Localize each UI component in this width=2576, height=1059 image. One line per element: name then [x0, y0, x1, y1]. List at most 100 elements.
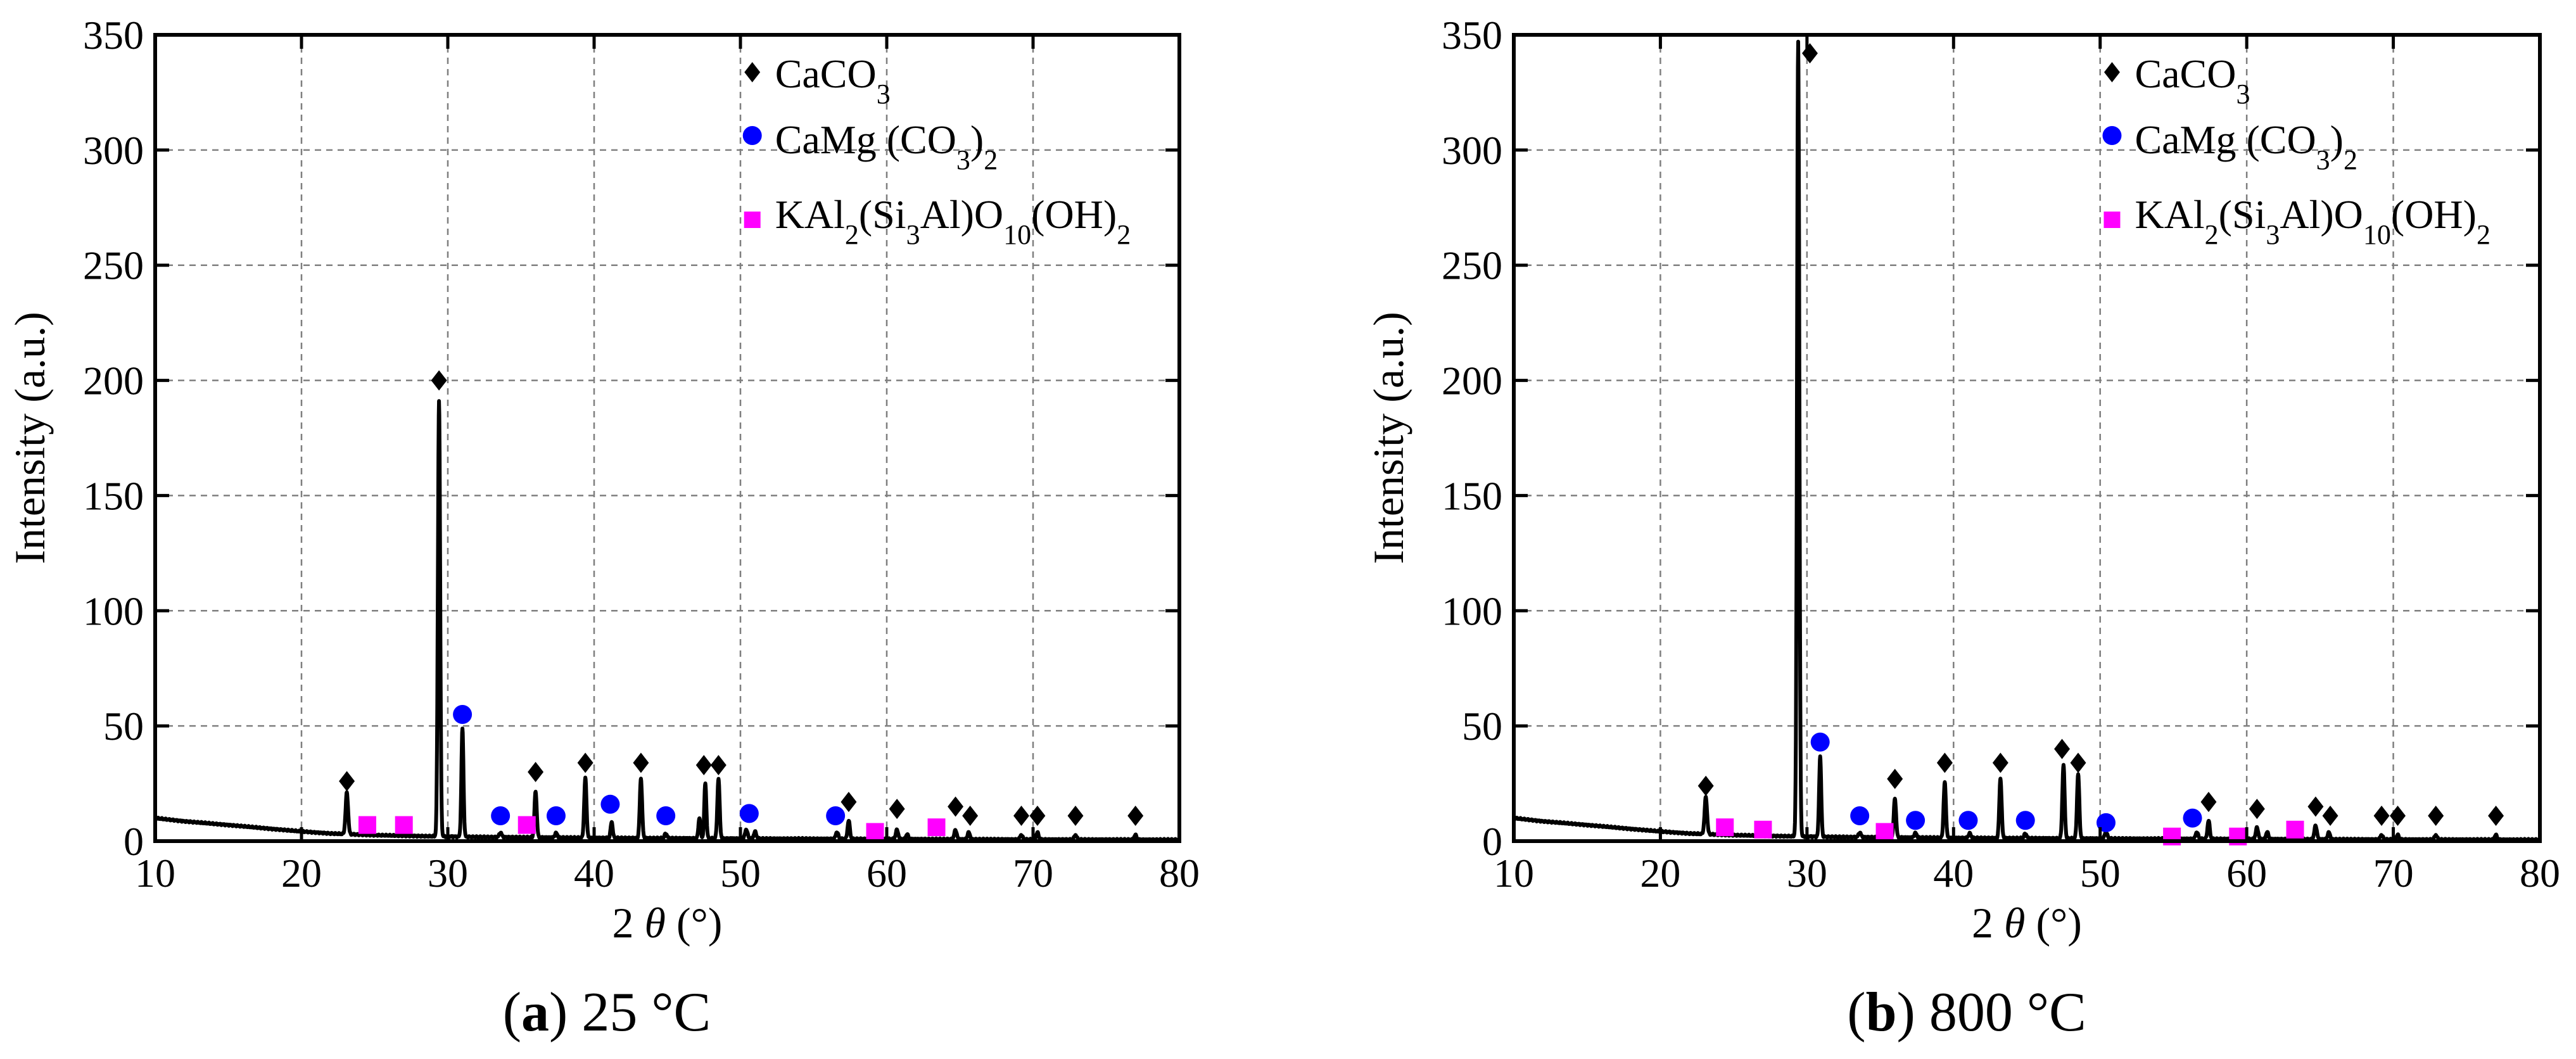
panel-b-caption-label: b — [1865, 982, 1897, 1043]
camg-marker — [656, 806, 676, 825]
y-tick-label: 350 — [83, 13, 144, 58]
panel-b-x-axis-label: 2 θ (°) — [1972, 899, 2082, 947]
caco3-marker — [962, 805, 979, 826]
panel-b-spectrum-line — [1512, 39, 2542, 842]
panel-b-caption: (b) 800 °C — [1847, 982, 2086, 1043]
caco3-marker — [431, 370, 447, 391]
kal-marker — [1875, 823, 1894, 841]
caco3-marker — [528, 761, 544, 782]
panel-b-legend-kal: KAl2(Si3Al)O10(OH)2 — [2103, 192, 2490, 250]
y-tick-label: 150 — [1442, 473, 1502, 518]
panel-a-legend-caco3: CaCO3 — [744, 51, 891, 110]
x-tick-label: 70 — [2373, 851, 2414, 896]
caco3-marker — [710, 754, 726, 775]
svg-text:CaCO3: CaCO3 — [2135, 51, 2250, 110]
x-tick-label: 60 — [2226, 851, 2267, 896]
caco3-marker — [633, 752, 649, 773]
x-tick-label: 20 — [1640, 851, 1680, 896]
camg-marker — [491, 806, 511, 825]
panel-a-xlabel-prefix: 2 — [612, 899, 634, 947]
kal-marker — [358, 816, 376, 834]
panel-a-grid — [155, 35, 1179, 841]
camg-marker — [1906, 811, 1926, 830]
x-tick-label: 40 — [574, 851, 614, 896]
x-tick-label: 50 — [2080, 851, 2121, 896]
panel-a-legend-circle-icon — [742, 126, 762, 145]
camg-marker — [826, 806, 846, 825]
camg-marker — [600, 794, 620, 814]
caco3-marker — [889, 799, 905, 820]
caco3-marker — [2249, 799, 2265, 820]
x-tick-label: 80 — [2520, 851, 2560, 896]
panel-a-y-axis-label: Intensity (a.u.) — [6, 312, 54, 564]
y-tick-label: 200 — [83, 358, 144, 403]
panel-b-legend-caco3: CaCO3 — [2103, 51, 2250, 110]
panel-a-legend-kal: KAl2(Si3Al)O10(OH)2 — [744, 192, 1131, 250]
caco3-marker — [2390, 805, 2406, 826]
panel-b-caption-text: 800 °C — [1929, 982, 2086, 1043]
y-tick-label: 100 — [83, 588, 144, 633]
svg-text:CaMg (CO3)2: CaMg (CO3)2 — [2135, 117, 2357, 175]
x-tick-label: 60 — [866, 851, 907, 896]
kal-marker — [2286, 820, 2304, 839]
panel-b-chart: 0 50 100 150 200 250 300 350 10 20 30 40 50 60 70 80 I… — [1364, 13, 2560, 947]
x-tick-label: 10 — [135, 851, 175, 896]
panel-a-plot-frame — [153, 33, 1181, 843]
y-tick-label: 250 — [83, 243, 144, 288]
panel-b-x-tick-labels: 10 20 30 40 50 60 70 80 — [1494, 851, 2560, 896]
caco3-marker — [577, 752, 593, 773]
kal-marker — [927, 818, 946, 837]
svg-text:CaMg (CO3)2: CaMg (CO3)2 — [775, 117, 998, 175]
y-tick-label: 100 — [1442, 588, 1502, 633]
panel-b-legend-camg: CaMg (CO3)2 — [2102, 117, 2357, 175]
camg-marker — [2015, 811, 2035, 830]
panel-a-xlabel-unit: (°) — [676, 899, 722, 947]
panel-a-legend-camg: CaMg (CO3)2 — [742, 117, 998, 175]
camg-marker — [1850, 806, 1870, 825]
x-tick-label: 50 — [720, 851, 761, 896]
caco3-marker — [1127, 805, 1144, 826]
y-tick-label: 0 — [124, 819, 144, 864]
panel-a-legend: CaCO3 CaMg (CO3)2 KAl2(Si3Al)O10(OH)2 — [742, 51, 1131, 250]
svg-text:KAl2(Si3Al)O10(OH)2: KAl2(Si3Al)O10(OH)2 — [2135, 192, 2490, 250]
caco3-marker — [339, 771, 355, 792]
y-tick-label: 300 — [1442, 128, 1502, 173]
panel-a-x-tick-labels: 10 20 30 40 50 60 70 80 — [135, 851, 1200, 896]
panel-a-legend-square-icon — [744, 212, 761, 228]
caco3-marker — [2307, 796, 2324, 817]
panel-b-ticks — [1512, 33, 2542, 843]
panel-a-legend-diamond-icon — [744, 62, 761, 82]
panel-b-legend-diamond-icon — [2103, 62, 2120, 82]
y-tick-label: 50 — [1462, 704, 1502, 749]
panel-a-markers — [339, 370, 1144, 841]
caco3-marker — [1802, 43, 1818, 64]
camg-marker — [546, 806, 566, 825]
panel-b-legend-square-icon — [2103, 212, 2121, 228]
camg-marker — [453, 704, 473, 724]
caco3-marker — [2428, 805, 2444, 826]
kal-marker — [1754, 820, 1772, 839]
caco3-marker — [2054, 739, 2071, 759]
y-tick-label: 350 — [1442, 13, 1502, 58]
y-tick-label: 300 — [83, 128, 144, 173]
x-tick-label: 30 — [1787, 851, 1827, 896]
panel-a-chart: 0 50 100 150 200 250 300 350 10 20 30 40 50 60 70 80 I… — [6, 13, 1200, 947]
panel-a-x-axis-label: 2 θ (°) — [612, 899, 723, 947]
panel-b-legend-circle-icon — [2102, 126, 2122, 145]
caco3-marker — [1029, 805, 1046, 826]
camg-marker — [1810, 732, 1830, 752]
svg-text:CaCO3: CaCO3 — [775, 51, 891, 110]
caco3-marker — [1936, 752, 1953, 773]
caco3-marker — [2488, 805, 2504, 826]
panel-b-y-axis-label: Intensity (a.u.) — [1364, 312, 1412, 564]
y-tick-label: 0 — [1482, 819, 1502, 864]
x-tick-label: 30 — [428, 851, 468, 896]
caco3-marker — [2070, 752, 2086, 773]
y-tick-label: 50 — [103, 704, 144, 749]
panel-b-y-tick-labels: 0 50 100 150 200 250 300 350 — [1442, 13, 1502, 864]
caco3-marker — [2322, 805, 2338, 826]
panel-b-legend: CaCO3 CaMg (CO3)2 KAl2(Si3Al)O10(OH)2 — [2102, 51, 2490, 250]
y-tick-label: 150 — [83, 473, 144, 518]
caco3-marker — [2373, 805, 2390, 826]
